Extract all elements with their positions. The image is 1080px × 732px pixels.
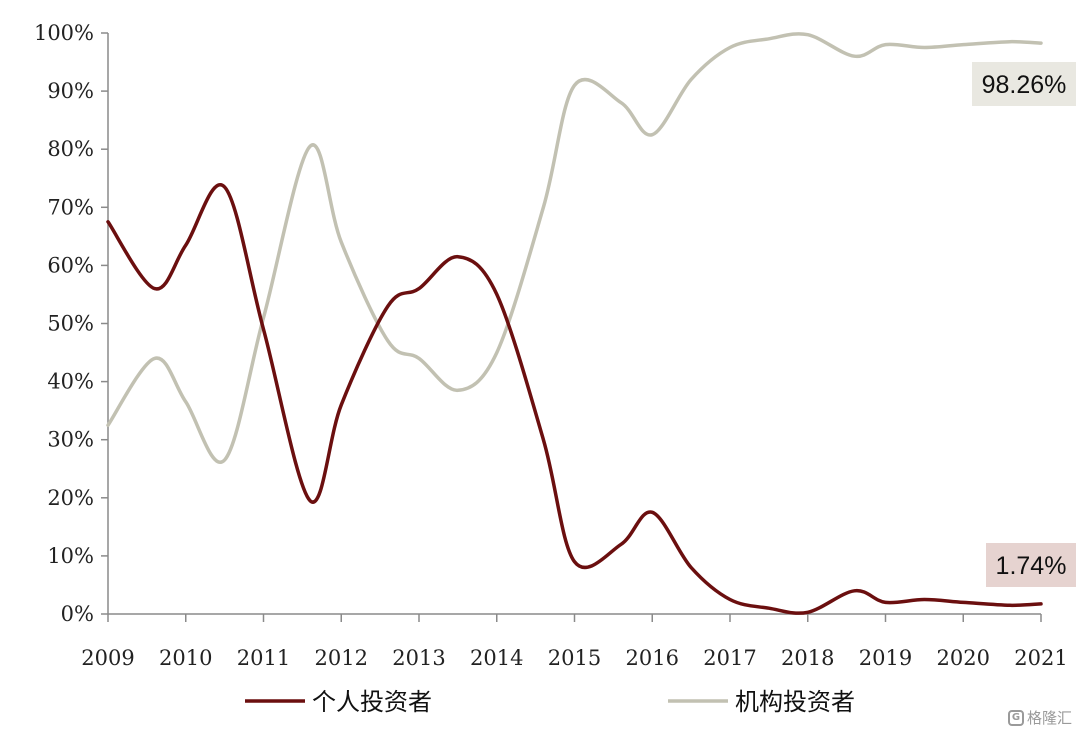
- y-tick-label: 10%: [47, 544, 94, 568]
- x-tick-label: 2016: [626, 646, 679, 670]
- legend: 个人投资者 机构投资者: [245, 688, 855, 716]
- y-tick-label: 70%: [47, 195, 94, 219]
- x-tick-label: 2018: [781, 646, 834, 670]
- y-tick-label: 0%: [61, 602, 94, 626]
- x-tick-label: 2013: [392, 646, 445, 670]
- y-tick-label: 20%: [47, 486, 94, 510]
- callout-label: 1.74%: [996, 552, 1067, 580]
- x-tick-label: 2009: [81, 646, 134, 670]
- y-tick-label: 30%: [47, 428, 94, 452]
- x-tick-label: 2021: [1014, 646, 1067, 670]
- series-line-0: [106, 182, 1043, 615]
- legend-label: 机构投资者: [735, 688, 855, 716]
- callout-label: 98.26%: [982, 71, 1067, 99]
- x-tick-label: 2019: [859, 646, 912, 670]
- x-tick-label: 2010: [159, 646, 212, 670]
- y-tick-label: 50%: [47, 312, 94, 336]
- y-tick-label: 60%: [47, 253, 94, 277]
- y-tick-label: 80%: [47, 137, 94, 161]
- x-tick-label: 2020: [937, 646, 990, 670]
- series-layer: [106, 32, 1043, 615]
- watermark-text: 格隆汇: [1026, 709, 1072, 727]
- x-tick-label: 2011: [237, 646, 290, 670]
- x-tick-label: 2015: [548, 646, 601, 670]
- gelonghui-logo-icon: G: [1007, 709, 1024, 726]
- watermark: G 格隆汇: [1007, 707, 1072, 728]
- y-tick-label: 90%: [47, 79, 94, 103]
- callout-box: [972, 62, 1076, 106]
- callouts: 98.26% 1.74%: [972, 62, 1076, 587]
- series-line-1: [106, 32, 1043, 465]
- y-tick-label: 40%: [47, 370, 94, 394]
- legend-label: 个人投资者: [312, 688, 432, 716]
- y-axis: 0% 10% 20% 30% 40% 50% 60% 70% 80% 90% 100%: [34, 21, 109, 626]
- x-tick-label: 2014: [470, 646, 523, 670]
- x-tick-label: 2017: [703, 646, 756, 670]
- y-tick-label: 100%: [34, 21, 94, 45]
- callout-box: [986, 543, 1076, 587]
- x-tick-label: 2012: [315, 646, 368, 670]
- x-axis: 2009 2010 2011 2012 2013 2014 2015 2016 2017 2018…: [81, 613, 1068, 670]
